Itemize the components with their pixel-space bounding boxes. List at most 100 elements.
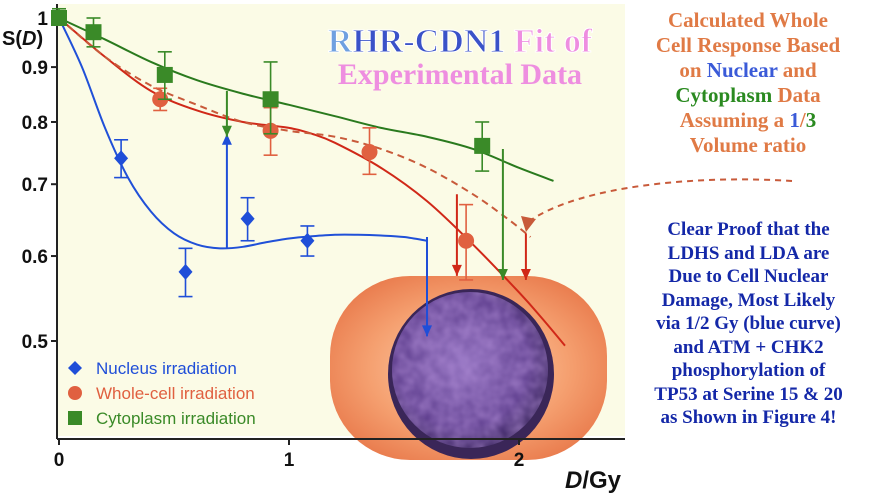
title-part-0: R xyxy=(328,23,353,60)
point-s2-0 xyxy=(51,7,67,26)
legend-label-cytoplasm: Cytoplasm irradiation xyxy=(96,409,256,428)
blue-drop-1 xyxy=(221,133,232,249)
side-top-line-3: Cytoplasm Data xyxy=(628,83,868,108)
side-top-line-1: Cell Response Based xyxy=(628,33,868,58)
title-part-1: HR-CDN1 xyxy=(352,23,505,60)
side-bottom-line-1: LDHS and LDA are xyxy=(667,242,830,264)
side-bottom-line-5: and ATM + CHK2 xyxy=(673,336,824,358)
x-tick-label-2: 2 xyxy=(514,450,525,471)
nucleus-texture xyxy=(392,292,548,448)
legend-square-marker xyxy=(68,411,82,425)
side-top-seg-4-0: Assuming a xyxy=(679,108,790,132)
pointer-arrow-head xyxy=(521,216,536,232)
chart-title: RHR-CDN1 Fit of Experimental Data xyxy=(327,23,593,92)
calculated-whole-cell-fit xyxy=(58,17,532,238)
y-tick-label-3: 0.7 xyxy=(22,175,48,196)
legend-diamond-marker xyxy=(68,361,82,375)
xlabel-p1: /Gy xyxy=(582,467,621,494)
side-bottom-line-0: Clear Proof that the xyxy=(667,219,830,240)
side-bottom-line-4: via 1/2 Gy (blue curve) xyxy=(656,313,841,334)
side-top-line-5: Volume ratio xyxy=(628,133,868,158)
diamond-marker xyxy=(114,150,129,167)
point-s1-4 xyxy=(458,203,475,281)
side-bottom-line-6: phosphorylation of xyxy=(671,360,826,381)
square-marker xyxy=(51,10,67,26)
side-top-seg-2-0: on xyxy=(679,58,707,82)
legend: Nucleus irradiation Whole-cell irradiati… xyxy=(68,359,256,428)
side-note-calculated: Calculated Whole Cell Response Based on Nu… xyxy=(628,8,868,158)
diamond-marker xyxy=(178,263,193,280)
point-s2-2 xyxy=(156,51,173,101)
legend-circle-marker xyxy=(68,386,82,400)
side-top-seg-4-1: 1 xyxy=(789,108,800,132)
side-top-seg-4-3: 3 xyxy=(805,108,817,132)
title-part-2: Fit of xyxy=(505,23,593,60)
side-bottom-line-3: Damage, Most Likely xyxy=(661,289,836,311)
title-line2: Experimental Data xyxy=(338,58,582,91)
red-drop-2 xyxy=(520,233,531,280)
side-top-seg-2-2: and xyxy=(777,58,817,82)
side-top-seg-3-0: Cytoplasm xyxy=(675,83,773,107)
diamond-marker xyxy=(240,210,255,227)
diamond-marker xyxy=(300,232,315,249)
side-top-line-4: Assuming a 1/3 xyxy=(628,108,868,133)
svg-text:RHR-CDN1 Fit of: RHR-CDN1 Fit of xyxy=(328,23,593,60)
point-s2-3 xyxy=(262,61,279,135)
x-tick-label-1: 1 xyxy=(284,450,295,471)
side-top-seg-1-0: Cell Response Based xyxy=(655,33,841,57)
legend-label-nucleus: Nucleus irradiation xyxy=(96,359,237,378)
side-bottom-line-7: TP53 at Serine 15 & 20 xyxy=(654,383,843,405)
cell-illustration xyxy=(330,276,607,460)
pointer-arrow xyxy=(527,178,793,223)
side-note-proof: Clear Proof that the LDHS and LDA are Due … xyxy=(626,218,871,430)
ylabel-p0: S( xyxy=(2,28,22,50)
blue-drop-2 xyxy=(422,237,432,337)
y-tick-label-1: 0.9 xyxy=(22,58,48,79)
side-top-seg-3-1: Data xyxy=(772,83,821,107)
square-marker xyxy=(262,91,279,108)
point-s1-3 xyxy=(361,127,378,176)
point-s0-4 xyxy=(300,225,315,257)
y-axis-label: S(D) xyxy=(2,28,43,50)
y-tick-label-2: 0.8 xyxy=(22,113,48,134)
square-marker xyxy=(85,24,102,41)
side-top-line-0: Calculated Whole xyxy=(628,8,868,33)
drop-arrows xyxy=(221,90,531,337)
point-s2-4 xyxy=(474,121,491,172)
square-marker xyxy=(156,66,173,83)
y-tick-label-0: 1 xyxy=(37,9,48,30)
side-top-seg-2-1: Nuclear xyxy=(706,58,778,82)
x-axis-label: D/Gy xyxy=(565,467,622,494)
side-bottom-line-8: as Shown in Figure 4! xyxy=(660,407,837,428)
ticks: 0 1 2 1 0.9 0.8 0.7 0.6 0.5 xyxy=(22,9,525,471)
legend-item-cytoplasm: Cytoplasm irradiation xyxy=(68,409,256,428)
ylabel-p2: ) xyxy=(36,28,43,50)
xlabel-p0: D xyxy=(565,467,582,494)
side-top-line-2: on Nuclear and xyxy=(628,58,868,83)
legend-item-nucleus: Nucleus irradiation xyxy=(68,359,237,378)
point-s0-2 xyxy=(178,247,193,298)
green-drop-2 xyxy=(497,148,508,280)
circle-marker xyxy=(458,232,475,249)
side-top-seg-5-0: Volume ratio xyxy=(689,133,807,157)
legend-label-whole-cell: Whole-cell irradiation xyxy=(96,384,255,403)
y-tick-label-4: 0.6 xyxy=(22,247,48,268)
square-marker xyxy=(474,137,491,154)
point-s0-1 xyxy=(114,138,129,179)
y-tick-label-5: 0.5 xyxy=(22,332,49,353)
circle-marker xyxy=(361,144,378,161)
side-top-seg-4-2: / xyxy=(799,108,806,132)
axes xyxy=(56,4,625,440)
point-s2-1 xyxy=(85,17,102,48)
side-bottom-line-2: Due to Cell Nuclear xyxy=(668,266,829,287)
point-s0-3 xyxy=(240,196,255,242)
green-drop-1 xyxy=(221,90,232,137)
ylabel-p1: D xyxy=(22,28,36,50)
legend-item-whole-cell: Whole-cell irradiation xyxy=(68,384,255,403)
red-drop-1 xyxy=(451,194,462,276)
data-points xyxy=(51,7,491,298)
x-tick-label-0: 0 xyxy=(54,450,65,471)
side-top-seg-0-0: Calculated Whole xyxy=(667,8,829,32)
